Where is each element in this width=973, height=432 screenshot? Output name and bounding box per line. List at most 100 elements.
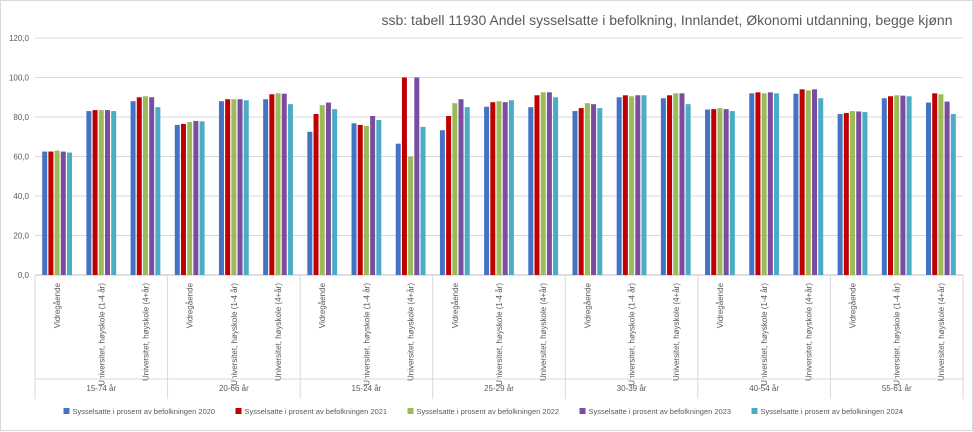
bar xyxy=(553,97,559,275)
bar xyxy=(363,125,369,275)
legend-swatch xyxy=(751,408,758,414)
group-label: 55-61 år xyxy=(882,384,912,393)
bar xyxy=(281,93,287,275)
category-label: Universitet, høyskole (1-4 år) xyxy=(97,283,106,386)
bar xyxy=(104,110,110,276)
bar xyxy=(546,92,552,275)
category-label: Universitet, høyskole (1-4 år) xyxy=(362,283,371,386)
bar xyxy=(591,104,597,275)
bar xyxy=(660,98,666,275)
bar xyxy=(464,107,470,275)
legend: Sysselsatte i prosent av befolkningen 20… xyxy=(63,407,904,416)
category-label: Universitet, høyskole (4+år) xyxy=(274,283,283,381)
bar xyxy=(950,114,956,275)
bar xyxy=(263,99,269,275)
category-label: Vidregående xyxy=(451,282,460,328)
bar xyxy=(149,97,155,275)
bar xyxy=(850,111,856,275)
legend-label: Sysselsatte i prosent av befolkningen 20… xyxy=(245,407,388,416)
bar xyxy=(705,109,711,276)
bar xyxy=(414,77,420,275)
legend-label: Sysselsatte i prosent av befolkningen 20… xyxy=(761,407,904,416)
bar xyxy=(395,143,401,275)
bar xyxy=(225,99,231,275)
category-label: Universitet, høyskole (1-4 år) xyxy=(760,283,769,386)
bar xyxy=(843,113,849,275)
bar xyxy=(508,100,514,276)
bar xyxy=(926,102,932,276)
bar xyxy=(111,111,117,275)
legend-item: Sysselsatte i prosent av befolkningen 20… xyxy=(235,407,388,416)
category-label: Universitet, høyskole (1-4 år) xyxy=(893,283,902,386)
y-axis-ticks: 0,0 20,0 40,0 60,0 80,0 100,0 120,0 xyxy=(9,34,30,280)
bar xyxy=(755,92,761,275)
bar xyxy=(287,104,293,275)
category-label: Vidregående xyxy=(583,282,592,328)
bar xyxy=(774,93,780,275)
bar xyxy=(635,95,641,276)
bar xyxy=(351,123,357,275)
bar xyxy=(528,107,534,275)
category-label: Vidregående xyxy=(318,282,327,328)
y-tick-label: 80,0 xyxy=(13,113,29,122)
bar xyxy=(370,116,376,275)
bar xyxy=(187,121,193,275)
bar xyxy=(767,92,773,275)
category-label: Universitet, høyskole (1-4 år) xyxy=(628,283,637,386)
bar xyxy=(723,109,729,275)
bar xyxy=(805,90,811,276)
bar xyxy=(938,94,944,275)
legend-label: Sysselsatte i prosent av befolkningen 20… xyxy=(73,407,216,416)
category-label: Universitet, høyskole (4+år) xyxy=(407,283,416,381)
bar xyxy=(237,99,243,275)
bars xyxy=(42,77,956,276)
y-tick-label: 0,0 xyxy=(18,271,30,280)
bar xyxy=(66,152,72,275)
bar xyxy=(906,96,912,275)
bar xyxy=(275,93,281,275)
bar xyxy=(667,95,673,276)
bar xyxy=(900,95,906,275)
bar xyxy=(862,112,868,275)
y-tick-label: 40,0 xyxy=(13,192,29,201)
bar xyxy=(490,102,496,275)
legend-swatch xyxy=(407,408,414,414)
group-label: 30-39 år xyxy=(617,384,647,393)
bar xyxy=(881,98,887,275)
bar xyxy=(812,89,818,275)
bar xyxy=(622,95,628,276)
bar xyxy=(218,101,224,275)
y-tick-label: 100,0 xyxy=(9,74,30,83)
legend-label: Sysselsatte i prosent av befolkningen 20… xyxy=(417,407,560,416)
legend-swatch xyxy=(235,408,242,414)
legend-item: Sysselsatte i prosent av befolkningen 20… xyxy=(751,407,904,416)
group-label: 15-74 år xyxy=(86,384,116,393)
bar xyxy=(629,96,635,275)
category-label: Universitet, høyskole (1-4 år) xyxy=(495,283,504,386)
bar xyxy=(48,151,54,275)
bar xyxy=(142,96,148,275)
bar xyxy=(679,93,685,275)
bar xyxy=(534,95,540,276)
bar xyxy=(92,110,98,276)
group-label: 40-54 år xyxy=(749,384,779,393)
category-label: Universitet, høyskole (4+år) xyxy=(937,283,946,381)
bar xyxy=(243,100,249,276)
bar xyxy=(376,119,382,276)
bar xyxy=(572,111,578,275)
bar xyxy=(540,92,546,275)
group-label: 20-66 år xyxy=(219,384,249,393)
bar xyxy=(452,103,458,275)
bar xyxy=(357,124,363,276)
category-label: Vidregående xyxy=(716,282,725,328)
bar xyxy=(446,116,452,275)
category-label: Vidregående xyxy=(53,282,62,328)
bar xyxy=(439,130,445,275)
category-label: Vidregående xyxy=(849,282,858,328)
bar xyxy=(332,109,338,275)
bar xyxy=(837,114,843,275)
bar xyxy=(325,102,331,276)
category-label: Universitet, høyskole (4+år) xyxy=(539,283,548,381)
bar xyxy=(502,102,508,275)
